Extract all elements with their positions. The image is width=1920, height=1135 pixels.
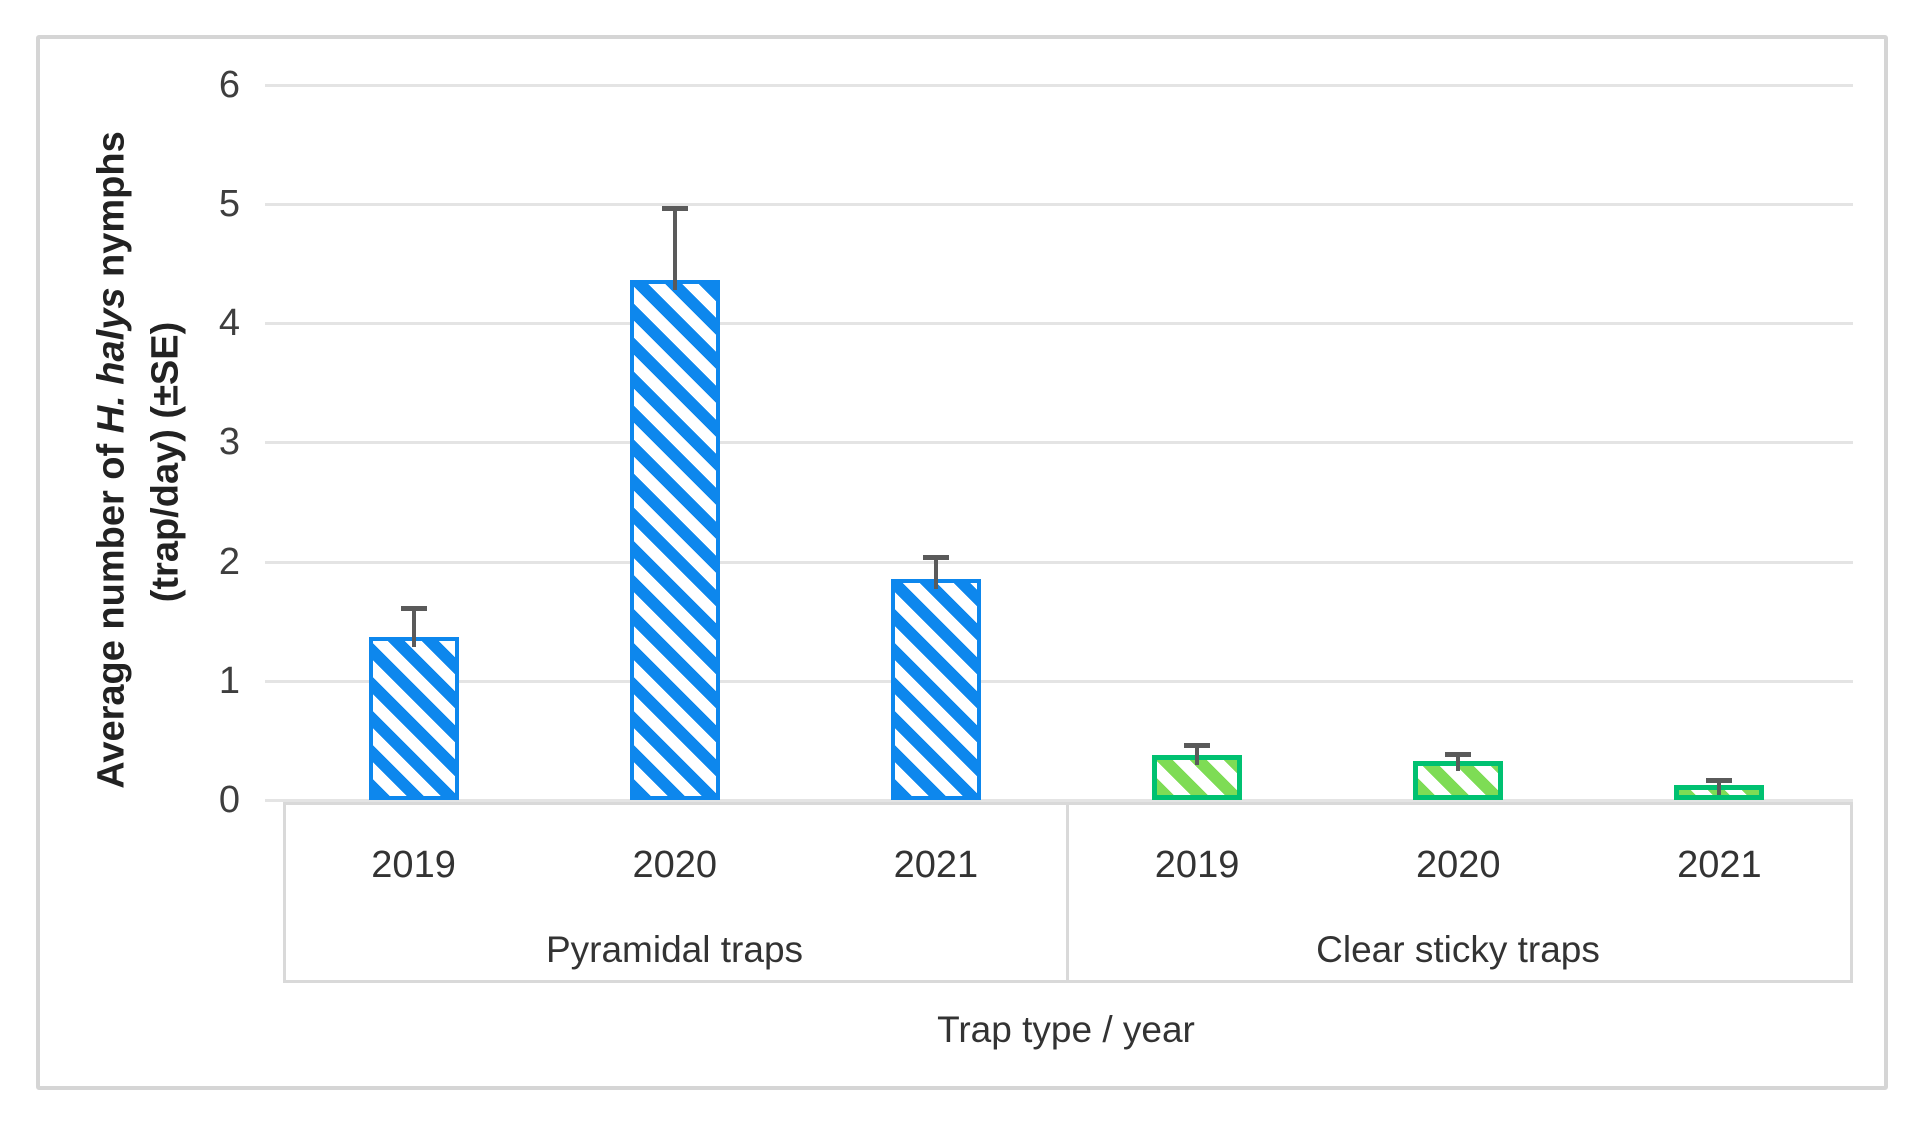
error-bar: [933, 556, 938, 590]
group-label-pyramidal: Pyramidal traps: [545, 929, 804, 970]
year-label: 2020: [632, 844, 718, 886]
group-label-clear-sticky: Clear sticky traps: [1316, 929, 1600, 970]
gridline-1: [265, 679, 1853, 683]
error-bar: [1456, 753, 1461, 771]
table-bottom-border: [283, 980, 1853, 983]
error-bar-cap: [661, 205, 688, 211]
error-bar: [672, 207, 677, 291]
error-bar-cap: [1445, 751, 1472, 757]
year-label: 2019: [371, 844, 456, 886]
error-bar-cap: [400, 606, 427, 612]
gridline-6: [265, 83, 1853, 87]
gridline-2: [265, 560, 1853, 564]
error-bar: [1195, 745, 1200, 765]
species-name-italic: H. halys: [90, 287, 133, 434]
x-axis-title: Trap type / year: [937, 1009, 1195, 1050]
y-tick-label: 5: [218, 183, 240, 225]
y-tick-label: 4: [218, 302, 240, 345]
year-label: 2021: [893, 844, 979, 886]
gridline-0: [265, 799, 1853, 802]
y-tick-label: 2: [218, 540, 240, 583]
y-title-text: Average number of: [90, 433, 133, 789]
gridline-4: [265, 322, 1853, 326]
bar-pyramidal-traps-2019: [368, 636, 459, 800]
error-bar-cap: [922, 554, 949, 560]
bar-clear-sticky-traps-2020: [1413, 760, 1504, 800]
y-tick-label: 1: [218, 659, 240, 702]
bar-pyramidal-traps-2020: [629, 280, 720, 800]
gridline-5: [265, 203, 1853, 206]
table-right-border: [1850, 802, 1853, 980]
bar-pyramidal-traps-2021: [890, 579, 981, 800]
year-label: 2021: [1677, 844, 1762, 886]
error-bar: [411, 608, 416, 647]
gridline-3: [265, 441, 1853, 445]
table-left-border: [283, 802, 286, 980]
y-tick-label: 0: [218, 779, 240, 821]
y-title-text: nymphs: [90, 131, 133, 288]
error-bar-cap: [1706, 777, 1733, 783]
y-tick-label: 6: [218, 63, 240, 106]
error-bar: [1717, 779, 1722, 795]
error-bar-cap: [1184, 743, 1211, 749]
y-axis-title-line1: Average number of H. halys nymphs: [91, 131, 134, 788]
year-label: 2020: [1415, 844, 1501, 886]
y-axis-title-line2: (trap/day) (±SE): [144, 321, 187, 603]
table-group-divider: [1066, 802, 1069, 980]
year-label: 2019: [1154, 844, 1240, 886]
y-tick-label: 3: [218, 421, 240, 464]
